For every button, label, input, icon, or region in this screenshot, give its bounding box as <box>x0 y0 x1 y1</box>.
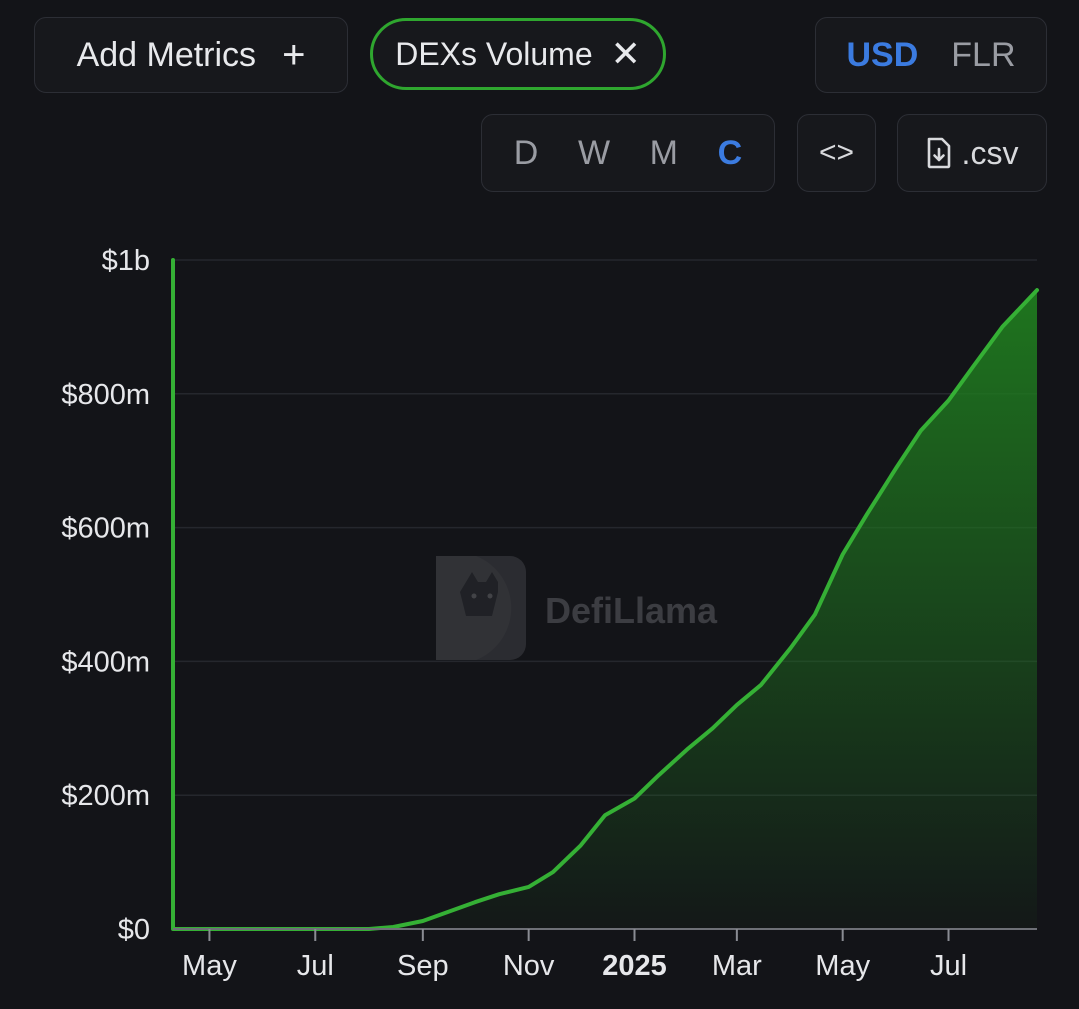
x-axis-ticks: May Jul Sep Nov 2025 Mar May Jul <box>182 929 967 982</box>
llama-logo-icon <box>460 572 498 616</box>
close-icon[interactable]: ✕ <box>610 33 641 74</box>
x-tick-label: Jul <box>297 950 334 982</box>
metric-chip-dexs-volume[interactable]: DEXs Volume ✕ <box>370 18 666 90</box>
y-tick-label: $800m <box>61 379 150 411</box>
add-metrics-button[interactable]: Add Metrics + <box>34 17 348 93</box>
period-toggle: D W M C <box>481 114 775 192</box>
period-option-weekly[interactable]: W <box>577 133 611 172</box>
y-tick-label: $1b <box>102 245 150 277</box>
y-axis-ticks: $0 $200m $400m $600m $800m $1b <box>61 245 150 946</box>
x-tick-label: Sep <box>397 950 449 982</box>
period-option-monthly[interactable]: M <box>649 133 678 172</box>
y-tick-label: $400m <box>61 646 150 678</box>
metric-chip-label: DEXs Volume <box>395 35 593 72</box>
plus-icon: + <box>282 33 306 77</box>
currency-toggle: USD FLR <box>815 17 1047 93</box>
y-tick-label: $600m <box>61 513 150 545</box>
y-tick-label: $200m <box>61 780 150 812</box>
watermark: DefiLlama <box>436 556 718 660</box>
currency-option-flr[interactable]: FLR <box>951 35 1016 74</box>
x-tick-label: Jul <box>930 950 967 982</box>
currency-option-usd[interactable]: USD <box>846 35 919 74</box>
x-tick-label: Nov <box>503 950 555 982</box>
x-tick-label: Mar <box>712 950 762 982</box>
watermark-text: DefiLlama <box>545 590 718 631</box>
add-metrics-label: Add Metrics <box>76 35 257 74</box>
csv-label: .csv <box>961 134 1019 171</box>
period-option-daily[interactable]: D <box>513 133 539 172</box>
download-csv-button[interactable]: .csv <box>897 114 1047 192</box>
period-option-cumulative[interactable]: C <box>717 133 743 172</box>
code-icon: <> <box>818 136 855 169</box>
x-tick-label: May <box>815 950 870 982</box>
x-tick-label: May <box>182 950 237 982</box>
volume-area-fill <box>173 290 1037 930</box>
x-tick-label: 2025 <box>602 950 667 982</box>
y-tick-label: $0 <box>118 914 150 946</box>
file-download-icon <box>927 137 950 169</box>
embed-button[interactable]: <> <box>797 114 876 192</box>
